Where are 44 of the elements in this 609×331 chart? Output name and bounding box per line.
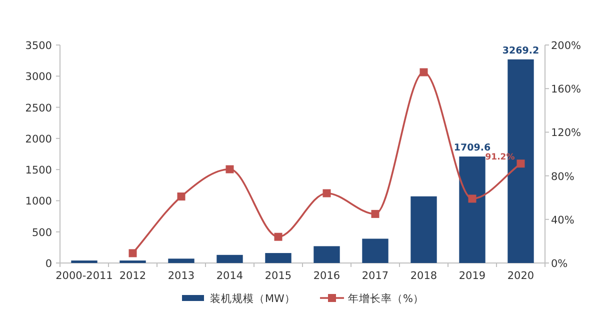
point: [274, 232, 282, 241]
bar: [362, 238, 388, 263]
x-tick-label: 2015: [264, 270, 292, 282]
y-tick-label: 3500: [25, 40, 52, 52]
point: [420, 68, 428, 76]
bar: [216, 254, 243, 263]
x-tick-label: 2018: [410, 270, 438, 282]
y2-tick-label: 0%: [551, 258, 568, 270]
point: [516, 160, 525, 168]
data-label: 1709.6: [454, 142, 491, 154]
y-tick-label: 2500: [25, 102, 52, 114]
point: [128, 249, 137, 258]
y-tick-label: 2000: [25, 133, 52, 146]
x-tick-label: 2016: [313, 270, 340, 282]
x-tick-label: 2000-2011: [56, 270, 113, 282]
y-tick-label: 1000: [25, 196, 52, 208]
bar: [410, 196, 437, 263]
point: [226, 165, 234, 174]
point: [322, 189, 331, 198]
bar: [265, 253, 292, 263]
y2-tick-label: 80%: [551, 170, 574, 183]
y-tick-label: 0: [45, 258, 52, 270]
y2-tick-label: 160%: [551, 84, 582, 96]
bar: [459, 156, 486, 263]
y-tick-label: 1500: [25, 164, 52, 177]
y2-tick-label: 200%: [551, 40, 582, 52]
point: [177, 192, 186, 201]
bar: [314, 246, 340, 263]
data-label: 3269.2: [502, 45, 540, 56]
legend-label: 年增长率（%）: [348, 292, 424, 305]
x-tick-label: 2012: [119, 270, 146, 282]
x-tick-label: 2013: [168, 270, 195, 282]
point: [468, 194, 476, 203]
x-tick-label: 2014: [216, 270, 244, 282]
y-tick-label: 500: [32, 226, 52, 239]
y2-tick-label: 40%: [551, 214, 574, 226]
y-tick-label: 3000: [25, 71, 52, 84]
legend-label: 装机规模（MW）: [210, 292, 296, 305]
y2-tick-label: 120%: [551, 127, 582, 140]
point: [371, 210, 380, 218]
x-tick-label: 2019: [458, 270, 486, 282]
bar: [168, 258, 194, 263]
x-tick-label: 2020: [507, 270, 534, 282]
x-tick-label: 2017: [362, 270, 389, 282]
